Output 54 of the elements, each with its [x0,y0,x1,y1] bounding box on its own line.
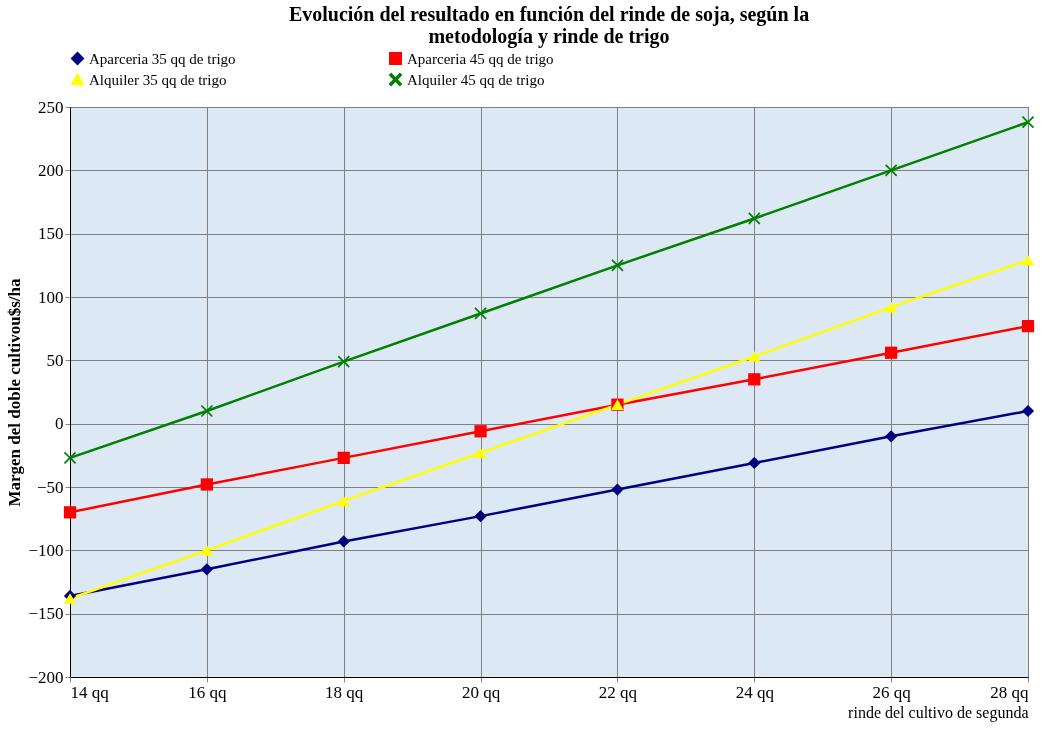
point [611,483,624,496]
legend-label: Aparceria 35 qq de trigo [89,50,236,67]
point [748,373,761,386]
point [474,510,487,523]
point [337,451,350,464]
x-tick-label: 14 qq [70,682,110,702]
point [200,478,213,491]
legend-label: Aparceria 45 qq de trigo [407,50,554,67]
point [337,495,350,507]
x-tick-label: 22 qq [598,682,638,702]
y-tick-label: 150 [38,224,64,244]
point [748,212,761,225]
point [337,355,350,368]
x-tick-label: 24 qq [735,682,775,702]
point [474,307,487,320]
y-axis-title: Margen del doble cultivou$s/ha [5,277,25,507]
point [337,535,350,548]
point [885,430,898,443]
x-tick-label: 16 qq [188,682,227,702]
y-tick-label: −200 [28,667,64,687]
point [63,451,77,464]
y-tick-label: −150 [28,604,64,624]
point [63,593,77,604]
point [200,545,213,556]
point [748,351,761,362]
x-tick-label: 18 qq [325,682,364,702]
point [1021,116,1035,129]
point [474,447,487,459]
y-tick-label: −50 [36,477,64,497]
x-axis-title: rinde del cultivo de segunda [848,703,1029,722]
x-tick-label: 28 qq [990,682,1029,702]
x-tick-label: 20 qq [461,682,501,702]
point [611,259,624,272]
y-tick-label: −100 [28,540,64,560]
y-tick-label: 100 [38,287,64,307]
legend-label: Alquiler 35 qq de trigo [89,71,227,88]
point [474,425,487,438]
point [885,346,898,359]
point [885,164,898,177]
x-tick-label: 26 qq [872,682,912,702]
y-tick-label: 0 [55,414,64,434]
point [748,456,761,470]
legend-label: Alquiler 45 qq de trigo [407,71,545,88]
y-tick-label: 50 [46,350,64,370]
point [1021,254,1035,266]
point [200,563,213,576]
point [200,404,213,418]
point [1021,404,1035,418]
y-tick-label: 200 [38,160,64,180]
y-tick-label: 250 [38,97,64,117]
point [63,506,77,519]
point [1021,320,1035,333]
chart-title: Evolución del resultado en función del rinde de soja, según la metodología y rinde de trigo [288,3,810,48]
point [885,301,898,313]
